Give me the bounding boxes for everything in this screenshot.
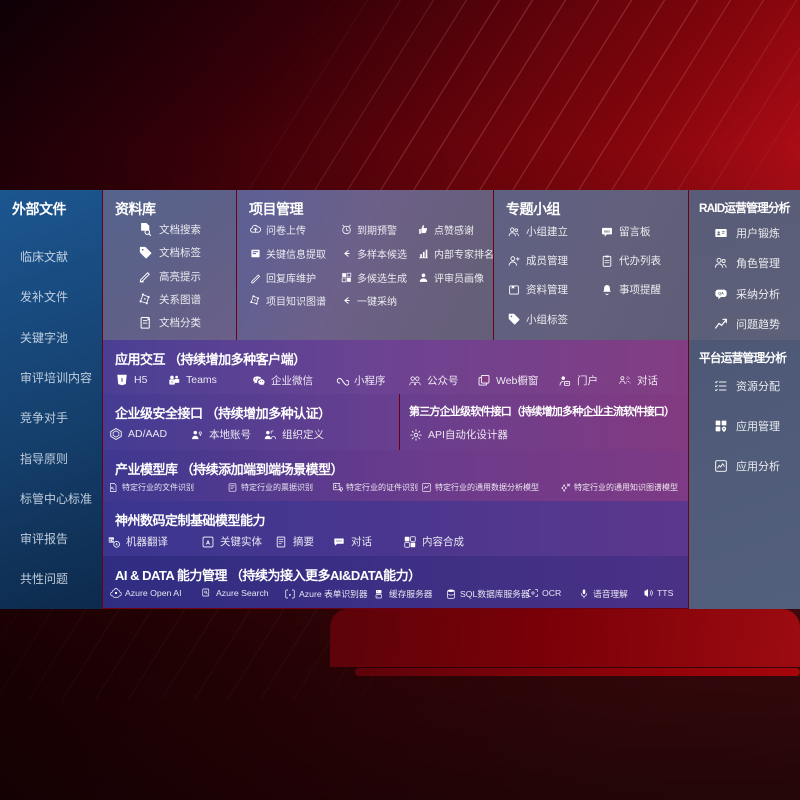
svg-text:A: A	[206, 540, 211, 546]
svg-text:QA: QA	[718, 291, 724, 295]
svg-text:e: e	[289, 591, 292, 596]
svg-text:T: T	[171, 381, 173, 385]
svg-text:A: A	[115, 542, 118, 546]
svg-text:文A: 文A	[109, 537, 115, 542]
svg-text:BBS: BBS	[604, 229, 610, 233]
